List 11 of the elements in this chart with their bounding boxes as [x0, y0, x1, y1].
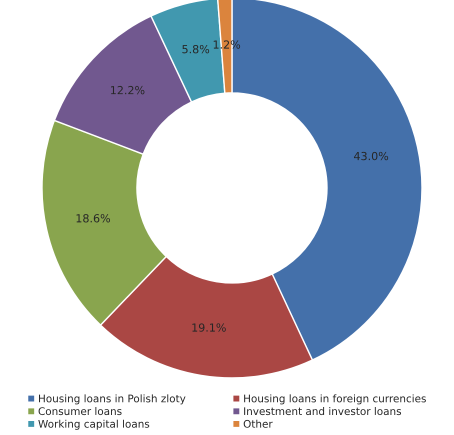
- legend-label: Investment and investor loans: [244, 407, 402, 416]
- legend-label: Other: [244, 420, 273, 428]
- legend-label: Consumer loans: [38, 407, 122, 416]
- data-label: 19.1%: [192, 323, 226, 332]
- data-label: 5.8%: [182, 44, 210, 54]
- legend-label: Housing loans in foreign currencies: [244, 394, 426, 404]
- data-label: 43.0%: [354, 152, 388, 160]
- legend-label: Housing loans in Polish zloty: [39, 394, 186, 404]
- data-label: 12.2%: [111, 86, 144, 94]
- legend-label: Working capital loans: [38, 420, 150, 430]
- data-label: 18.6%: [76, 214, 110, 222]
